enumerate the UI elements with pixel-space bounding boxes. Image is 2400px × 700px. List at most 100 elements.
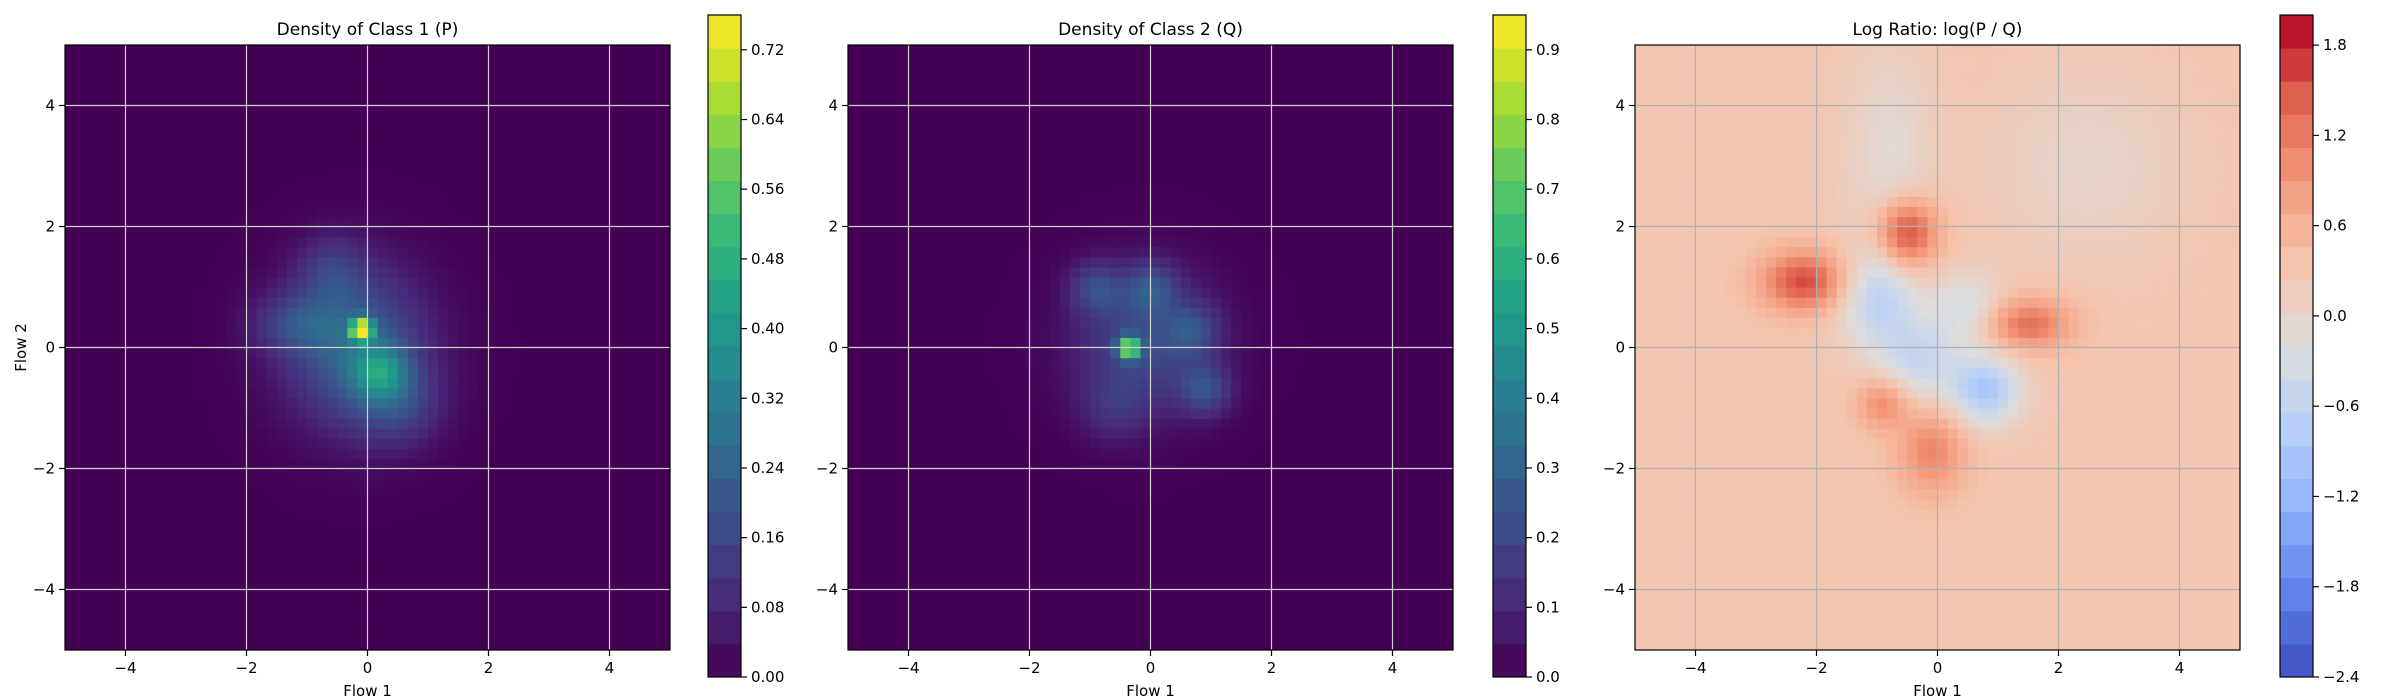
heatmap-cell <box>125 569 137 581</box>
heatmap-cell <box>498 176 510 187</box>
heatmap-cell <box>999 297 1010 308</box>
heatmap-cell <box>979 468 990 480</box>
heatmap-cell <box>186 145 197 157</box>
heatmap-cell <box>589 488 601 500</box>
heatmap-cell <box>868 438 879 449</box>
heatmap-cell <box>186 478 197 490</box>
heatmap-cell <box>999 45 1010 56</box>
heatmap-cell <box>1029 418 1041 429</box>
heatmap-cell <box>397 367 409 379</box>
heatmap-cell <box>989 65 1000 76</box>
heatmap-cell <box>1019 55 1031 66</box>
heatmap-cell <box>569 196 580 207</box>
heatmap-cell <box>599 297 611 308</box>
heatmap-cell <box>337 559 348 570</box>
heatmap-cell <box>589 518 601 530</box>
heatmap-cell <box>458 176 469 187</box>
heatmap-cell <box>979 166 990 177</box>
heatmap-cell <box>858 508 869 520</box>
heatmap-cell <box>458 135 469 147</box>
heatmap-cell <box>155 418 167 429</box>
heatmap-cell <box>397 569 409 581</box>
heatmap-cell <box>868 226 879 238</box>
heatmap-cell <box>296 518 308 530</box>
heatmap-cell <box>1019 186 1031 197</box>
heatmap-cell <box>619 216 631 228</box>
heatmap-cell <box>357 619 369 631</box>
heatmap-cell <box>327 609 338 621</box>
heatmap-cell <box>85 55 96 66</box>
heatmap-cell <box>538 196 550 207</box>
colorbar-tick-label: 0.32 <box>751 389 784 407</box>
heatmap-cell <box>165 458 177 470</box>
heatmap-cell <box>538 418 550 429</box>
heatmap-cell <box>286 397 298 409</box>
heatmap-cell <box>1049 85 1061 97</box>
heatmap-cell <box>186 438 197 449</box>
heatmap-cell <box>649 307 661 318</box>
heatmap-cell <box>649 418 661 429</box>
heatmap-cell <box>75 428 86 439</box>
heatmap-cell <box>599 357 611 369</box>
colorbar-segment <box>708 445 741 479</box>
heatmap-cell <box>206 216 217 228</box>
heatmap-cell <box>549 549 560 560</box>
heatmap-cell <box>397 347 409 359</box>
heatmap-cell <box>145 589 157 601</box>
heatmap-cell <box>579 105 590 117</box>
heatmap-cell <box>878 287 889 298</box>
heatmap-cell <box>508 397 520 409</box>
heatmap-cell <box>85 397 96 409</box>
heatmap-cell <box>468 125 480 137</box>
heatmap-cell <box>327 226 338 238</box>
heatmap-cell <box>155 609 167 621</box>
heatmap-cell <box>518 488 530 500</box>
heatmap-cell <box>347 539 359 550</box>
heatmap-cell <box>337 75 348 86</box>
heatmap-cell <box>428 478 439 490</box>
heatmap-cell <box>105 256 117 268</box>
heatmap-cell <box>488 196 500 207</box>
heatmap-cell <box>367 327 379 339</box>
heatmap-cell <box>918 297 930 308</box>
heatmap-cell <box>175 529 187 540</box>
heatmap-cell <box>175 387 187 399</box>
heatmap-cell <box>928 266 940 278</box>
heatmap-cell <box>206 297 217 308</box>
heatmap-cell <box>629 418 641 429</box>
heatmap-cell <box>908 508 920 520</box>
heatmap-cell <box>458 619 469 631</box>
heatmap-cell <box>438 357 449 369</box>
heatmap-cell <box>559 95 570 107</box>
heatmap-cell <box>145 327 157 339</box>
heatmap-cell <box>969 387 980 399</box>
heatmap-cell <box>135 65 147 76</box>
heatmap-cell <box>438 166 449 177</box>
heatmap-cell <box>898 246 910 258</box>
heatmap-cell <box>438 176 449 187</box>
heatmap-cell <box>918 539 930 550</box>
heatmap-cell <box>868 579 879 591</box>
heatmap-cell <box>1049 327 1061 339</box>
heatmap-cell <box>589 438 601 449</box>
heatmap-cell <box>649 619 661 631</box>
heatmap-cell <box>417 478 429 490</box>
heatmap-cell <box>589 498 601 510</box>
heatmap-cell <box>216 438 227 449</box>
heatmap-cell <box>155 599 167 611</box>
heatmap-cell <box>407 357 419 369</box>
heatmap-cell <box>206 256 217 268</box>
heatmap-cell <box>928 518 940 530</box>
heatmap-cell <box>538 327 550 339</box>
heatmap-cell <box>256 508 268 520</box>
heatmap-cell <box>589 619 601 631</box>
heatmap-cell <box>95 387 106 399</box>
heatmap-cell <box>989 408 1000 419</box>
heatmap-cell <box>958 428 970 439</box>
heatmap-cell <box>958 367 970 379</box>
heatmap-cell <box>337 589 348 601</box>
heatmap-cell <box>296 539 308 550</box>
heatmap-cell <box>1009 448 1021 460</box>
heatmap-cell <box>498 629 510 641</box>
heatmap-cell <box>478 337 490 349</box>
